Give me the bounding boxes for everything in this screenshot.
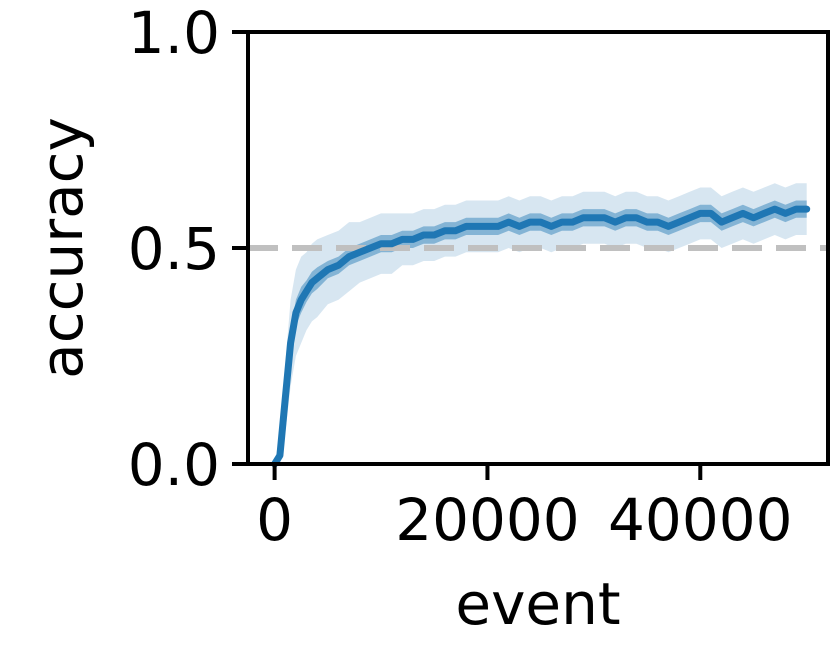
x-axis-label: event [455, 570, 620, 638]
y-axis-label: accuracy [28, 117, 96, 379]
series-line-group [271, 205, 811, 468]
x-tick-label: 20000 [395, 486, 580, 554]
outer-confidence-band [274, 183, 807, 464]
ticks: 0 20000 40000 0.0 0.5 1.0 [128, 0, 793, 554]
x-tick-label: 0 [256, 486, 293, 554]
x-tick-label: 40000 [608, 486, 793, 554]
series-line [271, 205, 811, 468]
y-tick-label: 0.0 [128, 431, 220, 499]
y-tick-label: 0.5 [128, 215, 220, 283]
y-tick-label: 1.0 [128, 0, 220, 67]
confidence-bands [274, 183, 807, 464]
